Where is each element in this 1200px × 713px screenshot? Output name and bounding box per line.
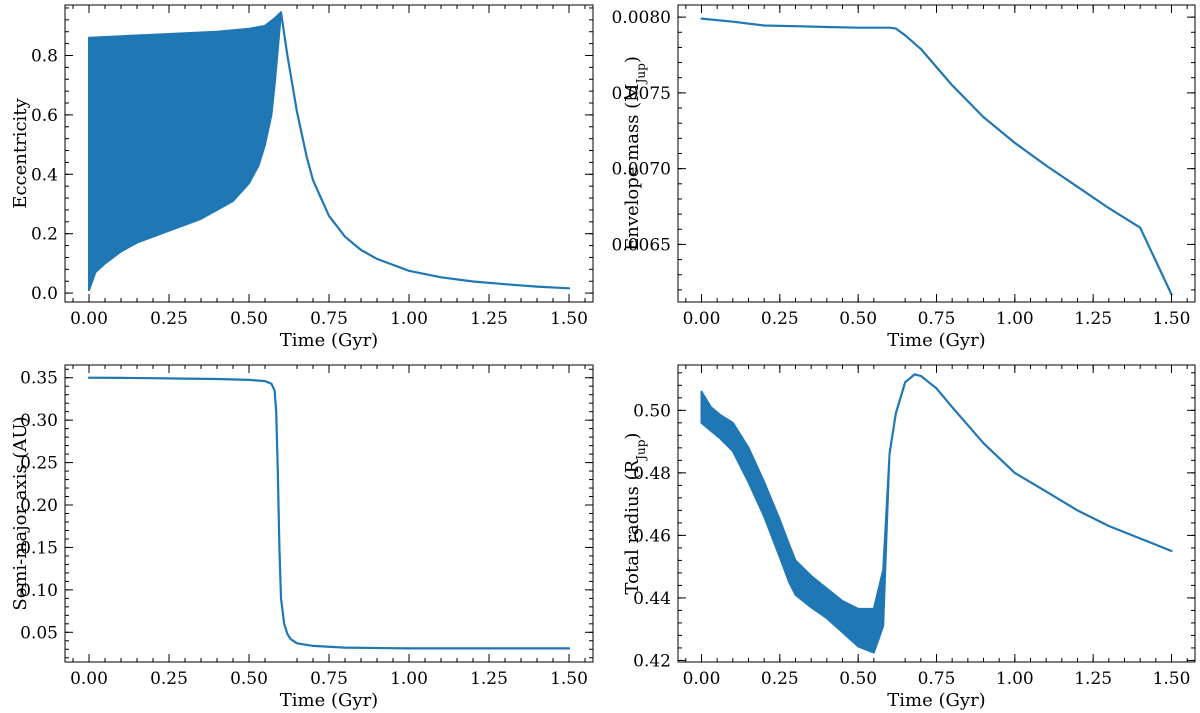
oscillation-band [89,12,281,291]
x-tick-label: 0.25 [150,669,188,689]
x-tick-label: 1.50 [550,669,588,689]
y-tick-label: 0.35 [20,369,58,389]
x-tick-label: 1.50 [550,309,588,329]
y-axis-label: Eccentricity [10,97,31,208]
x-tick-label: 0.00 [683,309,721,329]
y-tick-label: 0.0075 [612,84,671,104]
y-tick-label: 0.0 [31,284,58,304]
x-tick-label: 0.00 [683,669,721,689]
data-layer [88,11,571,292]
oscillation-band-edge [700,390,891,654]
x-tick-label: 1.25 [1074,669,1112,689]
x-tick-label: 0.50 [230,669,268,689]
x-axis: 0.00 0.25 0.50 0.75 1.00 1.25 1.50 [683,5,1191,329]
data-layer [700,373,1173,654]
x-tick-label: 1.00 [390,669,428,689]
x-tick-label: 1.25 [470,309,508,329]
x-tick-label: 0.75 [918,669,956,689]
y-tick-label: 0.6 [31,106,58,126]
y-tick-label: 0.05 [20,623,58,643]
x-axis: 0.00 0.25 0.50 0.75 1.00 1.25 1.50 [70,5,588,329]
x-tick-label: 1.50 [1153,669,1191,689]
x-tick-label: 0.00 [70,309,108,329]
plot-area [64,364,594,663]
x-tick-label: 0.75 [310,309,348,329]
x-axis: 0.00 0.25 0.50 0.75 1.00 1.25 1.50 [70,365,588,689]
x-tick-label: 0.50 [839,669,877,689]
y-tick-label: 0.0080 [612,8,671,28]
x-tick-label: 1.25 [1074,309,1112,329]
y-axis: 0.0 0.2 0.4 0.6 0.8 [31,7,593,304]
y-tick-label: 0.42 [633,651,671,671]
x-axis-label: Time (Gyr) [887,330,985,351]
y-tick-label: 0.48 [633,464,671,484]
x-axis: 0.00 0.25 0.50 0.75 1.00 1.25 1.50 [683,365,1191,689]
x-tick-label: 1.00 [390,309,428,329]
x-tick-label: 1.50 [1153,309,1191,329]
recovery-line [888,373,1173,553]
x-tick-label: 0.25 [761,669,799,689]
oscillation-band-edge [88,11,282,292]
y-tick-label: 0.15 [20,538,58,558]
series-line [87,376,571,650]
y-tick-label: 0.20 [20,496,58,516]
y-tick-label: 0.10 [20,581,58,601]
x-tick-label: 0.75 [310,669,348,689]
y-axis-label: Semi-major axis (AU) [10,416,31,610]
x-axis-label: Time (Gyr) [887,690,985,711]
y-tick-label: 0.30 [20,411,58,431]
data-layer [87,376,571,650]
x-tick-label: 0.00 [70,669,108,689]
y-tick-label: 0.4 [31,165,58,185]
y-tick-label: 0.44 [633,589,671,609]
y-tick-label: 0.0070 [612,160,671,180]
oscillation-band [701,391,890,653]
y-tick-label: 0.25 [20,454,58,474]
x-tick-label: 1.00 [996,669,1034,689]
x-axis-label: Time (Gyr) [280,330,378,351]
y-tick-label: 0.2 [31,225,58,245]
series-line [700,17,1173,296]
x-tick-label: 1.25 [470,669,508,689]
x-tick-label: 0.75 [918,309,956,329]
x-tick-label: 0.25 [761,309,799,329]
x-tick-label: 0.50 [230,309,268,329]
y-tick-label: 0.46 [633,526,671,546]
plot-area [677,4,1196,303]
x-tick-label: 0.25 [150,309,188,329]
y-axis-label: Total radius (RJup) [622,433,648,595]
y-axis: 0.42 0.44 0.46 0.48 0.50 [633,372,1195,671]
y-axis: 0.0065 0.0070 0.0075 0.0080 [612,8,1195,291]
decay-line [279,11,571,290]
x-tick-label: 1.00 [996,309,1034,329]
x-axis-label: Time (Gyr) [280,690,378,711]
plot-area [677,364,1196,663]
x-tick-label: 0.50 [839,309,877,329]
y-tick-label: 0.8 [31,46,58,66]
y-axis: 0.05 0.10 0.15 0.20 0.25 0.30 0.35 [20,369,593,659]
y-tick-label: 0.0065 [612,235,671,255]
y-tick-label: 0.50 [633,401,671,421]
y-axis-label: Envelope mass (MJup) [622,56,648,251]
data-layer [700,17,1173,296]
